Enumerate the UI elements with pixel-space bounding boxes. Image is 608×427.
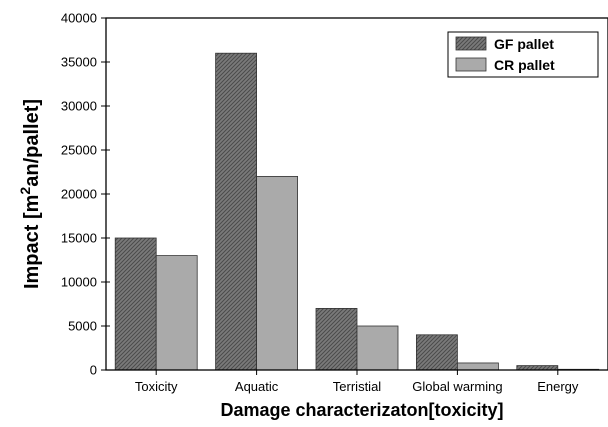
y-axis-title-prefix: Impact [m (21, 195, 43, 289)
x-axis: Toxicity Aquatic Terristial Global warming E… (135, 370, 579, 394)
bars-group (114, 52, 600, 371)
x-tick-label-aquatic: Aquatic (235, 379, 279, 394)
y-tick-label: 25000 (61, 143, 97, 158)
y-axis-title-superscript: 2 (17, 187, 33, 195)
bar-gf-pallet-terristial (315, 307, 358, 371)
bar-gf-pallet-global-warming (415, 334, 458, 371)
bar-gf-pallet-aquatic (215, 52, 258, 371)
y-tick-label: 5000 (68, 319, 97, 334)
y-tick-label: 15000 (61, 231, 97, 246)
legend-swatch-cr-pallet (455, 57, 487, 72)
bar-gf-pallet-energy (516, 365, 559, 371)
x-tick-label-terristial: Terristial (333, 379, 382, 394)
y-tick-label: 30000 (61, 99, 97, 114)
x-tick-label-toxicity: Toxicity (135, 379, 178, 394)
y-tick-label: 10000 (61, 275, 97, 290)
bar-cr-pallet-toxicity (155, 255, 198, 371)
y-tick-label: 35000 (61, 55, 97, 70)
legend-swatch-gf-pallet (455, 36, 487, 51)
y-axis-title: Impact [m2an/pallet] (17, 99, 43, 289)
legend: GF pallet CR pallet (447, 31, 599, 78)
y-tick-label: 0 (90, 363, 97, 378)
legend-label-gf-pallet: GF pallet (494, 36, 554, 52)
y-axis-title-suffix: an/pallet] (21, 99, 43, 187)
x-axis-title: Damage characterizaton[toxicity] (220, 400, 503, 420)
y-tick-label: 20000 (61, 187, 97, 202)
x-tick-label-energy: Energy (537, 379, 579, 394)
legend-label-cr-pallet: CR pallet (494, 57, 555, 73)
y-axis: 0 5000 10000 15000 20000 25000 30000 35000 40000 (61, 11, 110, 378)
y-tick-label: 40000 (61, 11, 97, 26)
bar-cr-pallet-global-warming (456, 362, 499, 371)
bar-gf-pallet-toxicity (114, 237, 157, 371)
bar-cr-pallet-aquatic (256, 175, 299, 371)
bar-cr-pallet-terristial (356, 325, 399, 371)
x-tick-label-global-warming: Global warming (412, 379, 502, 394)
